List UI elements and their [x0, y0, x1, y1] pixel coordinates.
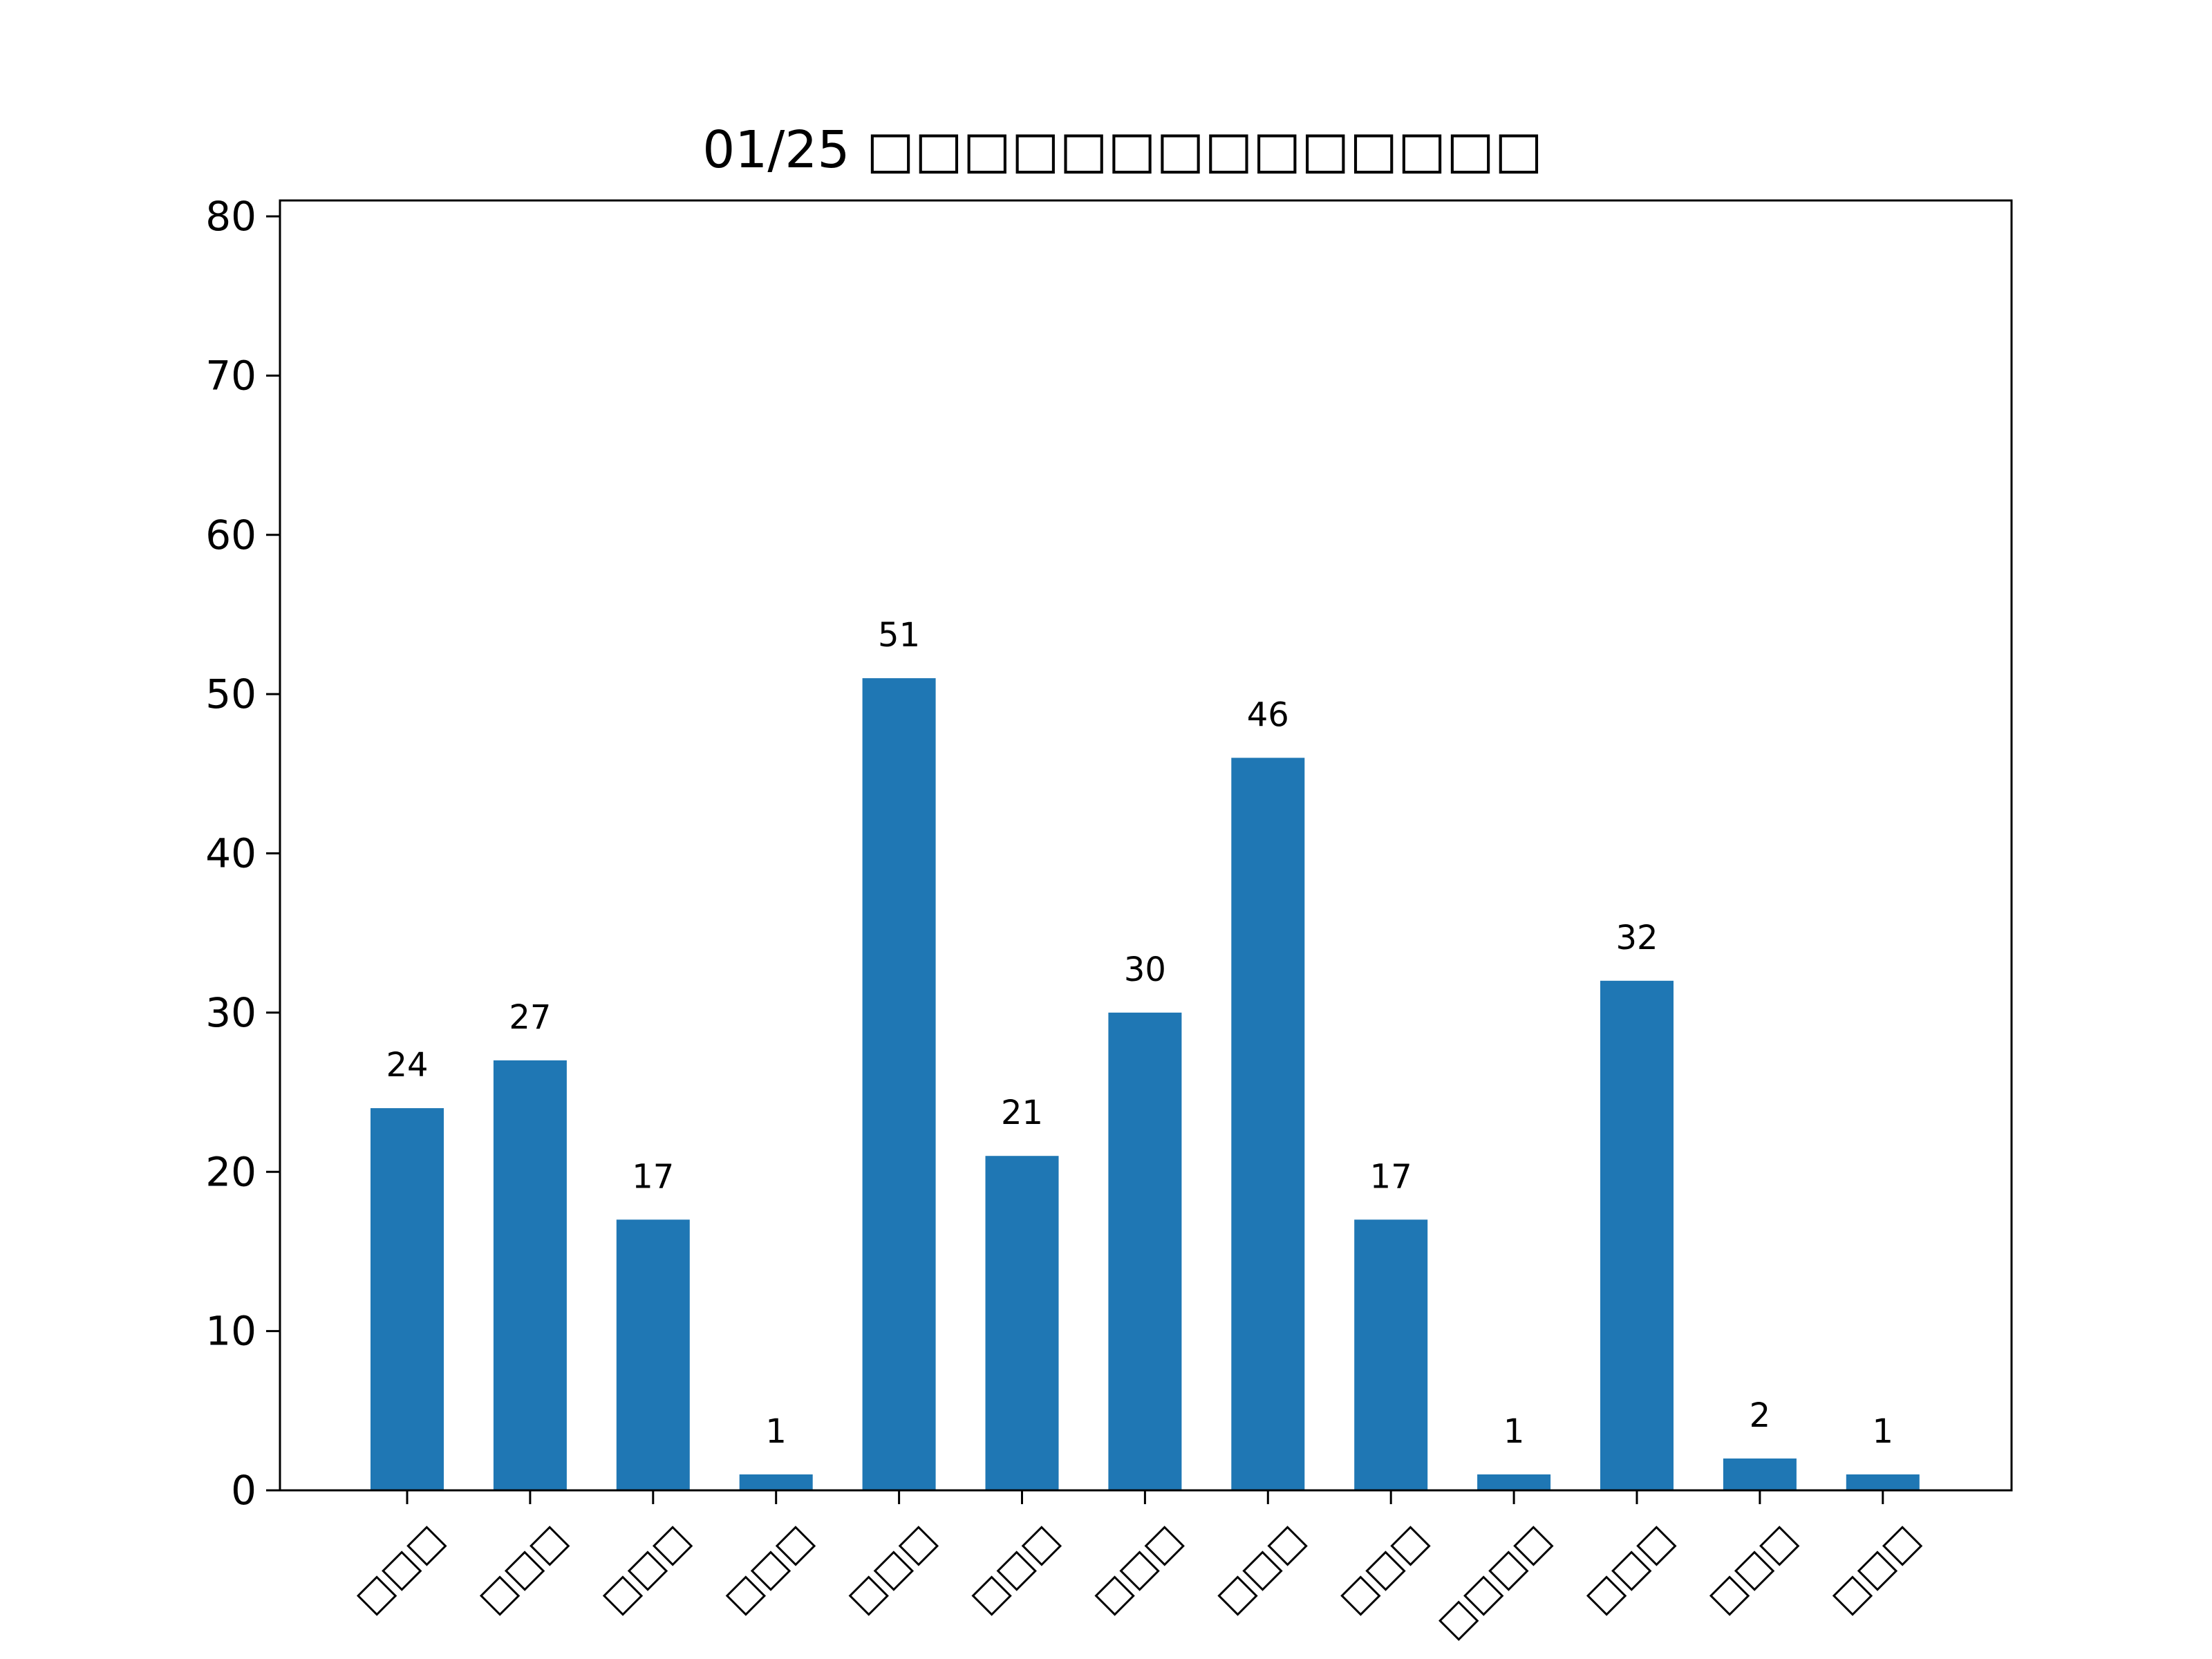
bar-3 [739, 1474, 813, 1490]
x-tick-label-6: □□□ [1085, 1516, 1190, 1622]
x-tick-label-5: □□□ [962, 1516, 1067, 1622]
bar-1 [493, 1060, 567, 1490]
chart-title: 01/25 □□□□□□□□□□□□□□ [702, 120, 1543, 180]
bar-10 [1600, 980, 1674, 1490]
x-tick-label-7: □□□ [1208, 1516, 1313, 1622]
x-tick-label-3: □□□ [715, 1516, 821, 1622]
x-tick-label-1: □□□ [470, 1516, 576, 1622]
y-tick-label-1: 10 [205, 1308, 256, 1355]
x-tick-label-9: □□□□ [1429, 1516, 1559, 1647]
bar-label-7: 46 [1247, 695, 1289, 734]
bar-11 [1723, 1458, 1797, 1490]
bar-4 [862, 678, 936, 1490]
bar-label-2: 17 [632, 1157, 674, 1196]
x-tick-label-8: □□□ [1331, 1516, 1436, 1622]
bar-6 [1108, 1012, 1182, 1490]
bar-12 [1846, 1474, 1920, 1490]
bar-label-3: 1 [765, 1412, 787, 1451]
x-tick-label-10: □□□ [1577, 1516, 1683, 1622]
y-tick-label-3: 30 [205, 989, 256, 1036]
y-tick-label-6: 60 [205, 512, 256, 559]
bar-8 [1354, 1219, 1428, 1490]
y-tick-label-8: 80 [205, 193, 256, 240]
x-axis: □□□ □□□ □□□ □□□ □□□ □□□ □□□ □□□ □□□□□□□ □□□ □□□ □□□ [347, 1490, 1928, 1647]
plot-frame [279, 199, 2013, 1492]
bar-label-10: 32 [1615, 919, 1658, 957]
bar-9 [1477, 1474, 1551, 1490]
bar-5 [985, 1156, 1059, 1490]
bar-label-1: 27 [509, 998, 551, 1037]
bar-label-0: 24 [386, 1046, 428, 1085]
y-tick-label-2: 20 [205, 1148, 256, 1195]
y-axis: 0 10 20 30 40 50 60 70 80 [205, 193, 280, 1514]
bar-label-9: 1 [1503, 1412, 1525, 1451]
y-tick-label-7: 70 [205, 352, 256, 399]
bar-7 [1231, 758, 1305, 1490]
x-tick-label-12: □□□ [1822, 1516, 1928, 1622]
bar-label-11: 2 [1750, 1396, 1771, 1435]
bars-group [371, 678, 1920, 1490]
y-tick-label-4: 40 [205, 830, 256, 877]
bar-label-5: 21 [1001, 1094, 1043, 1132]
x-tick-label-0: □□□ [347, 1516, 453, 1622]
y-tick-label-0: 0 [231, 1467, 256, 1514]
bar-0 [371, 1108, 444, 1490]
bar-label-8: 17 [1370, 1157, 1412, 1196]
x-tick-label-2: □□□ [592, 1516, 698, 1622]
bar-label-6: 30 [1124, 950, 1166, 989]
x-tick-label-4: □□□ [838, 1516, 944, 1622]
bar-label-12: 1 [1873, 1412, 1894, 1451]
y-tick-label-5: 50 [205, 671, 256, 718]
bar-2 [616, 1219, 690, 1490]
x-tick-label-11: □□□ [1700, 1516, 1806, 1622]
bar-label-4: 51 [878, 616, 920, 655]
